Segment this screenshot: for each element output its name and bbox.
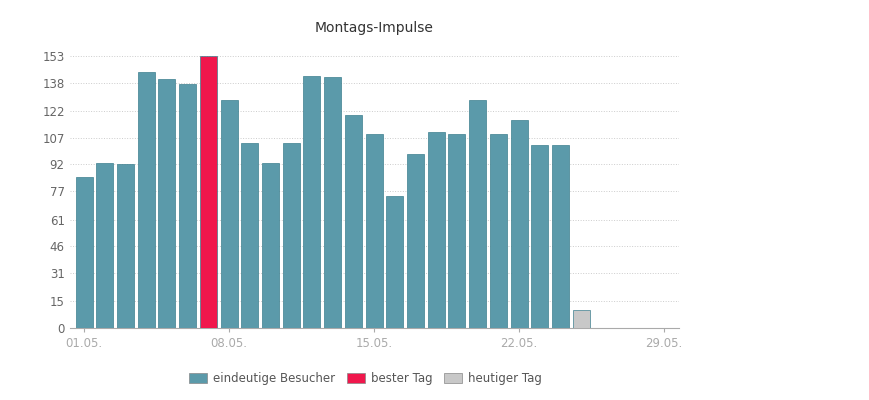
Bar xyxy=(572,310,589,328)
Bar xyxy=(221,100,237,328)
Bar xyxy=(241,143,258,328)
Bar xyxy=(489,134,507,328)
Bar xyxy=(448,134,465,328)
Bar xyxy=(76,177,92,328)
Legend: eindeutige Besucher, bester Tag, heutiger Tag: eindeutige Besucher, bester Tag, heutige… xyxy=(184,368,546,390)
Bar xyxy=(510,120,527,328)
Bar xyxy=(303,76,320,328)
Title: Montags-Impulse: Montags-Impulse xyxy=(315,21,433,35)
Bar xyxy=(282,143,300,328)
Bar xyxy=(552,145,568,328)
Bar xyxy=(179,84,196,328)
Bar xyxy=(200,56,216,328)
Bar xyxy=(468,100,486,328)
Bar xyxy=(344,115,362,328)
Bar xyxy=(428,132,444,328)
Bar xyxy=(96,163,113,328)
Bar xyxy=(531,145,547,328)
Bar xyxy=(158,79,176,328)
Bar xyxy=(365,134,382,328)
Bar xyxy=(262,163,279,328)
Bar xyxy=(407,154,423,328)
Bar xyxy=(117,164,134,328)
Bar xyxy=(324,77,341,328)
Bar xyxy=(386,196,403,328)
Bar xyxy=(137,72,155,328)
